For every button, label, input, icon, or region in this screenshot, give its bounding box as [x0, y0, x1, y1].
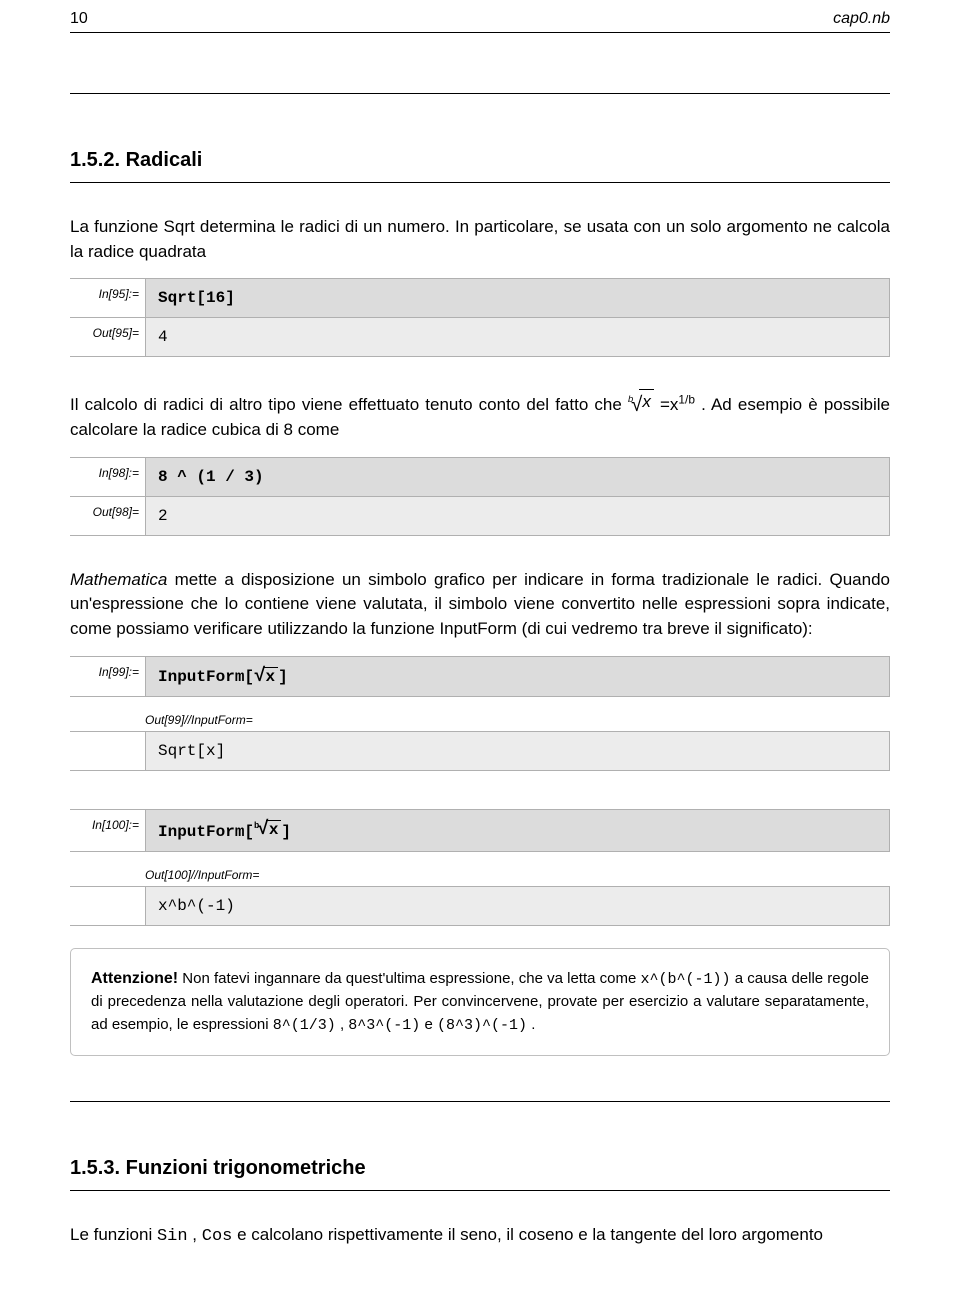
paragraph: Le funzioni Sin , Cos e calcolano rispet…: [70, 1223, 890, 1250]
io-block-99: In[99]:= InputForm[ √ x ]: [70, 656, 890, 697]
out-label: Out[95]=: [70, 318, 145, 356]
output-cell: Sqrt[x]: [70, 731, 890, 771]
page: 10 cap0.nb 1.5.2. Radicali La funzione S…: [0, 0, 960, 1304]
in-content: InputForm[ √ x ]: [145, 657, 890, 696]
out-label-empty: [70, 732, 145, 770]
output-cell: Out[98]= 2: [70, 496, 890, 536]
code: x^(b^(-1)): [641, 971, 731, 988]
text: ,: [192, 1225, 201, 1244]
text: InputForm[: [158, 823, 254, 841]
text: ]: [278, 668, 288, 686]
section-title-trig: 1.5.3. Funzioni trigonometriche: [70, 1157, 890, 1180]
text: .: [531, 1016, 535, 1033]
page-number: 10: [70, 10, 88, 28]
warning-title: Attenzione!: [91, 970, 178, 987]
section-number: 1.5.2.: [70, 149, 120, 171]
radical-index: b: [628, 393, 633, 407]
out-form-label: Out[100]//InputForm=: [70, 862, 890, 886]
out-label-empty: [70, 887, 145, 925]
italic-text: Mathematica: [70, 570, 167, 589]
text: =x: [660, 395, 678, 414]
out-content: 2: [145, 497, 890, 535]
warning-box: Attenzione! Non fatevi ingannare da ques…: [70, 948, 890, 1057]
in-content: InputForm[ b √ x ]: [145, 810, 890, 851]
output-cell: Out[95]= 4: [70, 317, 890, 357]
io-block-100b: x^b^(-1): [70, 886, 890, 926]
text: Non fatevi ingannare da quest'ultima esp…: [182, 970, 640, 987]
out-content: Sqrt[x]: [145, 732, 890, 770]
page-header: 10 cap0.nb: [70, 10, 890, 28]
in-label: In[100]:=: [70, 810, 145, 851]
section-rule: [70, 1190, 890, 1191]
out-label: Out[98]=: [70, 497, 145, 535]
section-heading: Radicali: [126, 149, 203, 171]
paragraph: La funzione Sqrt determina le radici di …: [70, 215, 890, 264]
in-label: In[99]:=: [70, 657, 145, 696]
out-content: 4: [145, 318, 890, 356]
radicand: x: [266, 820, 282, 839]
in-content: Sqrt[16]: [145, 279, 890, 317]
code: 8^(1/3): [273, 1017, 336, 1034]
exponent: 1/b: [678, 393, 695, 407]
output-cell: x^b^(-1): [70, 886, 890, 926]
section-number: 1.5.3.: [70, 1157, 120, 1179]
paragraph: Il calcolo di radici di altro tipo viene…: [70, 389, 890, 442]
section-title-radicals: 1.5.2. Radicali: [70, 149, 890, 172]
radicand: x: [263, 667, 279, 686]
section-rule: [70, 182, 890, 183]
in-content: 8 ^ (1 / 3): [145, 458, 890, 496]
io-block-100: In[100]:= InputForm[ b √ x ]: [70, 809, 890, 852]
text: Le funzioni: [70, 1225, 157, 1244]
input-cell: In[99]:= InputForm[ √ x ]: [70, 656, 890, 697]
text: Il calcolo di radici di altro tipo viene…: [70, 395, 628, 414]
file-name: cap0.nb: [833, 10, 890, 28]
input-cell: In[98]:= 8 ^ (1 / 3): [70, 457, 890, 496]
input-cell: In[95]:= Sqrt[16]: [70, 278, 890, 317]
io-block-99b: Sqrt[x]: [70, 731, 890, 771]
code: 8^3^(-1): [348, 1017, 420, 1034]
section-rule: [70, 93, 890, 94]
spacer: [70, 781, 890, 799]
code: (8^3)^(-1): [437, 1017, 527, 1034]
radicand: x: [639, 389, 654, 415]
input-cell: In[100]:= InputForm[ b √ x ]: [70, 809, 890, 852]
io-block-98: In[98]:= 8 ^ (1 / 3) Out[98]= 2: [70, 457, 890, 536]
in-label: In[95]:=: [70, 279, 145, 317]
out-form-label: Out[99]//InputForm=: [70, 707, 890, 731]
radical-index: b: [254, 821, 259, 831]
text: mette a disposizione un simbolo grafico …: [70, 570, 890, 638]
section-rule: [70, 1101, 890, 1102]
code: Cos: [202, 1227, 233, 1246]
code: Sin: [157, 1227, 188, 1246]
text: InputForm[: [158, 668, 254, 686]
out-content: x^b^(-1): [145, 887, 890, 925]
text: ]: [281, 823, 291, 841]
header-rule: [70, 32, 890, 33]
text: e: [424, 1016, 437, 1033]
text: e calcolano rispettivamente il seno, il …: [237, 1225, 823, 1244]
math-expr: b √ x =x1/b: [628, 395, 701, 414]
section-heading: Funzioni trigonometriche: [126, 1157, 366, 1179]
io-block-95: In[95]:= Sqrt[16] Out[95]= 4: [70, 278, 890, 357]
paragraph: Mathematica mette a disposizione un simb…: [70, 568, 890, 642]
in-label: In[98]:=: [70, 458, 145, 496]
